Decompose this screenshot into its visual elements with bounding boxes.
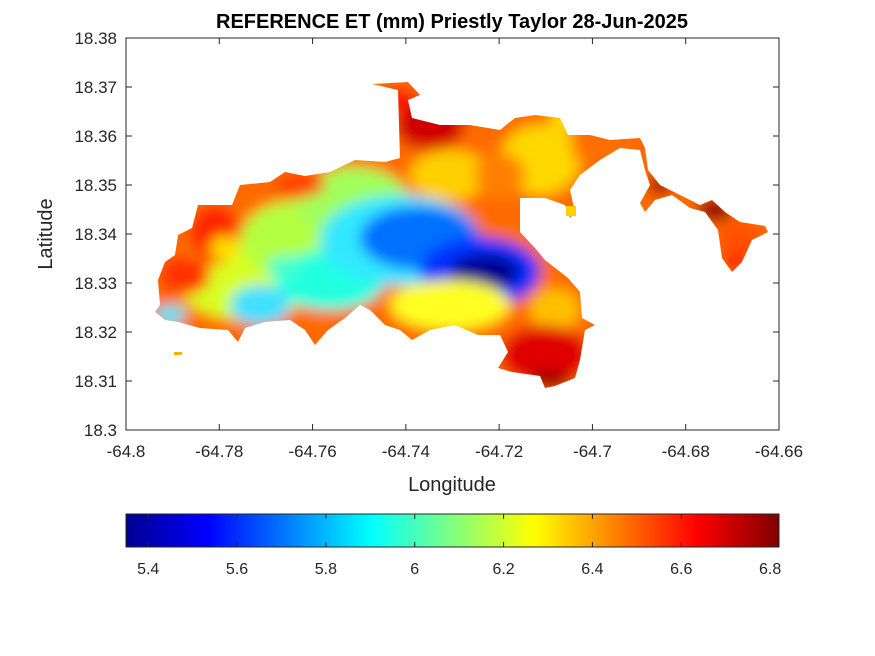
x-tick-label: -64.68 xyxy=(662,442,710,461)
colorbar-tick-label: 5.4 xyxy=(137,561,159,578)
islet xyxy=(174,352,182,355)
y-tick-label: 18.33 xyxy=(74,274,117,293)
y-tick-label: 18.34 xyxy=(74,225,117,244)
x-tick-label: -64.7 xyxy=(573,442,612,461)
colorbar-tick-label: 5.6 xyxy=(226,561,248,578)
colorbar-tick-label: 6.8 xyxy=(759,561,781,578)
x-tick-label: -64.8 xyxy=(107,442,146,461)
y-tick-label: 18.37 xyxy=(74,78,117,97)
colorbar-tick-label: 6.2 xyxy=(492,561,514,578)
x-tick-label: -64.78 xyxy=(195,442,243,461)
x-tick-label: -64.76 xyxy=(288,442,336,461)
y-tick-label: 18.35 xyxy=(74,176,117,195)
y-axis-label: Latitude xyxy=(35,198,57,269)
colorbar-tick-label: 6.6 xyxy=(670,561,692,578)
colorbar xyxy=(125,513,780,548)
y-tick-label: 18.36 xyxy=(74,127,117,146)
x-axis-label: Longitude xyxy=(408,474,496,496)
colorbar-tick-label: 6.4 xyxy=(581,561,603,578)
colorbar-tick-label: 6 xyxy=(410,561,419,578)
chart-title: REFERENCE ET (mm) Priestly Taylor 28-Jun… xyxy=(216,11,688,33)
y-tick-label: 18.38 xyxy=(74,29,117,48)
x-tick-label: -64.72 xyxy=(475,442,523,461)
colorbar-ticks: 5.4 5.6 5.8 6 6.2 6.4 6.6 6.8 xyxy=(137,514,781,578)
y-tick-label: 18.3 xyxy=(84,421,117,440)
colorbar-tick-label: 5.8 xyxy=(315,561,337,578)
y-tick-label: 18.32 xyxy=(74,323,117,342)
y-ticks: 18.3818.3718.3618.3518.3418.3318.3218.31… xyxy=(74,29,779,440)
x-tick-label: -64.66 xyxy=(755,442,803,461)
x-tick-label: -64.74 xyxy=(382,442,430,461)
x-ticks: -64.8 -64.78 -64.76 -64.74 -64.72 -64.7 -64.68… xyxy=(107,38,803,461)
y-tick-label: 18.31 xyxy=(74,372,117,391)
islet xyxy=(566,206,576,216)
